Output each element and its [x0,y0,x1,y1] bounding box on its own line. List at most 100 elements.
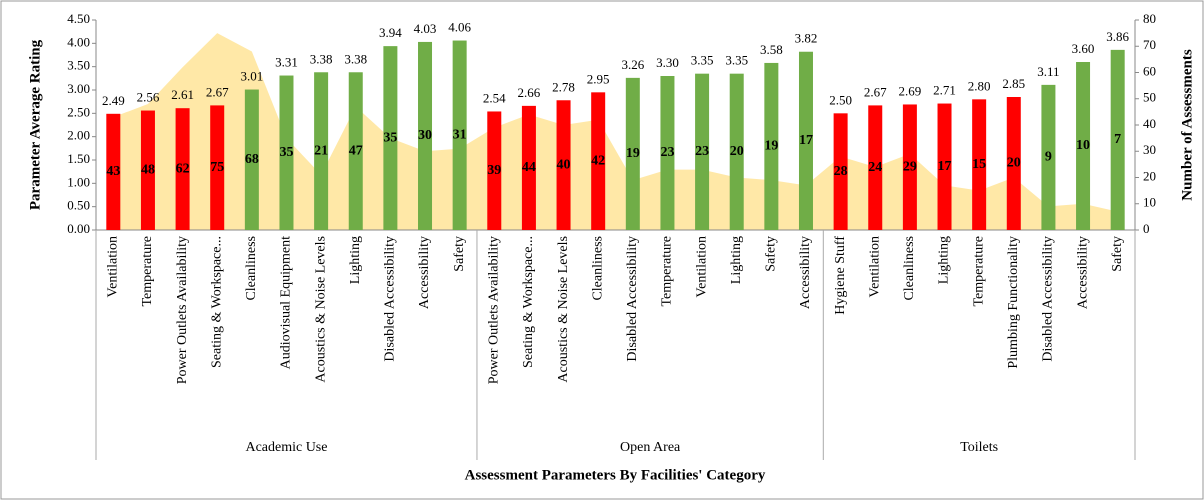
y-tick-label: 3.00 [67,81,90,96]
rating-label: 3.82 [795,31,818,46]
x-tick-label: Temperature [660,236,675,307]
bar [1076,62,1091,230]
bar [418,41,433,230]
count-label: 35 [383,130,397,145]
rating-label: 3.30 [656,55,679,70]
rating-label: 4.03 [414,21,437,36]
rating-label: 3.35 [691,53,714,68]
rating-label: 3.26 [621,57,644,72]
x-axis-label: Assessment Parameters By Facilities' Cat… [465,467,766,483]
x-tick-label: Safety [764,236,779,272]
bar [695,73,710,231]
count-label: 21 [314,143,328,158]
group-label: Toilets [960,440,998,455]
count-label: 43 [106,164,120,179]
count-label: 48 [141,162,155,177]
y2-tick-label: 20 [1143,168,1156,183]
count-area [113,33,1118,230]
y2-tick-label: 50 [1143,90,1156,105]
rating-label: 3.60 [1072,41,1095,56]
y-tick-label: 2.00 [67,128,90,143]
y-tick-label: 0.00 [67,221,90,236]
bar [556,100,571,231]
x-tick-label: Disabled Accessibility [383,236,398,362]
x-tick-label: Seating & Workspace... [521,236,536,368]
count-label: 7 [1114,132,1121,147]
bar [764,62,779,230]
bar [902,104,917,230]
x-tick-label: Temperature [140,236,155,307]
bar [452,40,467,231]
bar [868,105,883,230]
x-tick-label: Cleanliness [902,236,917,301]
rating-label: 2.80 [968,78,991,93]
bar [279,75,294,231]
rating-label: 2.85 [1002,76,1025,91]
bar [1006,97,1021,230]
bar [314,72,329,231]
count-label: 19 [764,139,778,154]
bar [487,111,502,230]
x-tick-label: Acoustics & Noise Levels [556,236,571,383]
bar [798,51,813,230]
rating-label: 2.61 [171,87,194,102]
rating-label: 2.69 [899,83,922,98]
count-label: 35 [279,145,293,160]
y2-tick-label: 10 [1143,195,1156,210]
bar [210,105,225,230]
x-tick-label: Seating & Workspace... [209,236,224,368]
rating-label: 2.67 [206,84,229,99]
group-label: Academic Use [245,440,327,455]
rating-label: 3.86 [1106,29,1129,44]
x-tick-label: Lighting [937,236,952,284]
count-label: 9 [1045,150,1052,165]
rating-label: 2.71 [933,83,956,98]
count-label: 28 [834,164,848,179]
y-tick-label: 1.00 [67,174,90,189]
rating-label: 2.50 [829,92,852,107]
count-label: 40 [557,157,571,172]
rating-label: 3.01 [240,69,263,84]
count-label: 10 [1076,138,1090,153]
count-label: 47 [349,143,363,158]
count-label: 23 [695,144,709,159]
bar [625,77,640,230]
rating-label: 3.35 [725,53,748,68]
x-tick-label: Disabled Accessibility [1041,236,1056,362]
x-tick-label: Ventilation [106,236,121,297]
rating-label: 3.11 [1037,64,1059,79]
x-tick-label: Temperature [971,236,986,307]
bar [1110,49,1125,230]
count-label: 19 [626,146,640,161]
rating-label: 2.54 [483,90,506,105]
bar [244,89,259,231]
x-tick-label: Safety [1110,236,1125,272]
x-tick-label: Lighting [729,236,744,284]
y2-tick-label: 70 [1143,37,1156,52]
y2-axis-label: Number of Assessments [1179,49,1195,201]
y2-tick-label: 40 [1143,116,1156,131]
count-label: 75 [210,160,224,175]
bar [937,103,952,230]
count-label: 42 [591,153,605,168]
y-tick-label: 4.50 [67,11,90,26]
rating-label: 2.49 [102,93,125,108]
count-label: 17 [938,159,952,174]
bar [140,110,155,230]
group-label: Open Area [620,440,681,455]
x-tick-label: Hygiene Stuff [833,236,848,315]
y-tick-label: 4.00 [67,34,90,49]
bar [972,99,987,230]
y-tick-label: 0.50 [67,198,90,213]
x-tick-label: Plumbing Functionality [1006,236,1021,369]
bar [521,105,536,230]
y2-tick-label: 30 [1143,142,1156,157]
count-label: 20 [1007,156,1021,171]
x-tick-label: Safety [452,236,467,272]
bar [348,72,363,231]
rating-label: 3.58 [760,42,783,57]
bar [106,113,121,230]
y-tick-label: 2.50 [67,104,90,119]
y-axis-label: Parameter Average Rating [27,39,43,210]
